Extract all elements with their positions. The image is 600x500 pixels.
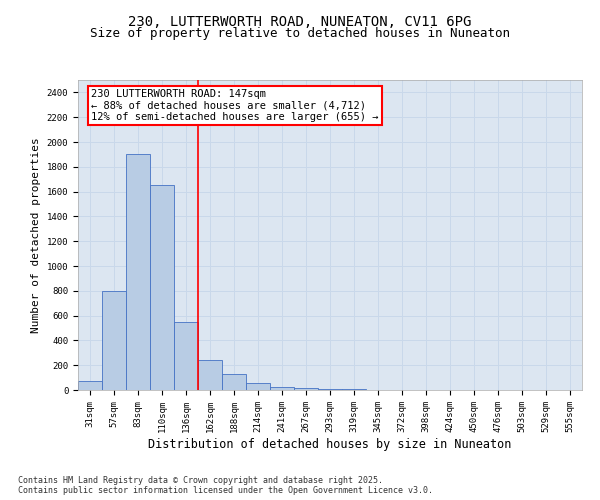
Bar bbox=[150, 186, 174, 390]
Text: 230, LUTTERWORTH ROAD, NUNEATON, CV11 6PG: 230, LUTTERWORTH ROAD, NUNEATON, CV11 6P… bbox=[128, 15, 472, 29]
X-axis label: Distribution of detached houses by size in Nuneaton: Distribution of detached houses by size … bbox=[148, 438, 512, 450]
Text: Size of property relative to detached houses in Nuneaton: Size of property relative to detached ho… bbox=[90, 28, 510, 40]
Bar bbox=[246, 383, 270, 390]
Bar bbox=[78, 382, 102, 390]
Text: 230 LUTTERWORTH ROAD: 147sqm
← 88% of detached houses are smaller (4,712)
12% of: 230 LUTTERWORTH ROAD: 147sqm ← 88% of de… bbox=[91, 88, 379, 122]
Bar bbox=[294, 388, 318, 390]
Bar bbox=[270, 387, 294, 390]
Bar bbox=[222, 374, 246, 390]
Bar bbox=[126, 154, 150, 390]
Bar bbox=[198, 360, 222, 390]
Bar bbox=[102, 291, 126, 390]
Y-axis label: Number of detached properties: Number of detached properties bbox=[31, 137, 41, 333]
Bar bbox=[174, 322, 198, 390]
Bar bbox=[318, 389, 342, 390]
Text: Contains HM Land Registry data © Crown copyright and database right 2025.
Contai: Contains HM Land Registry data © Crown c… bbox=[18, 476, 433, 495]
